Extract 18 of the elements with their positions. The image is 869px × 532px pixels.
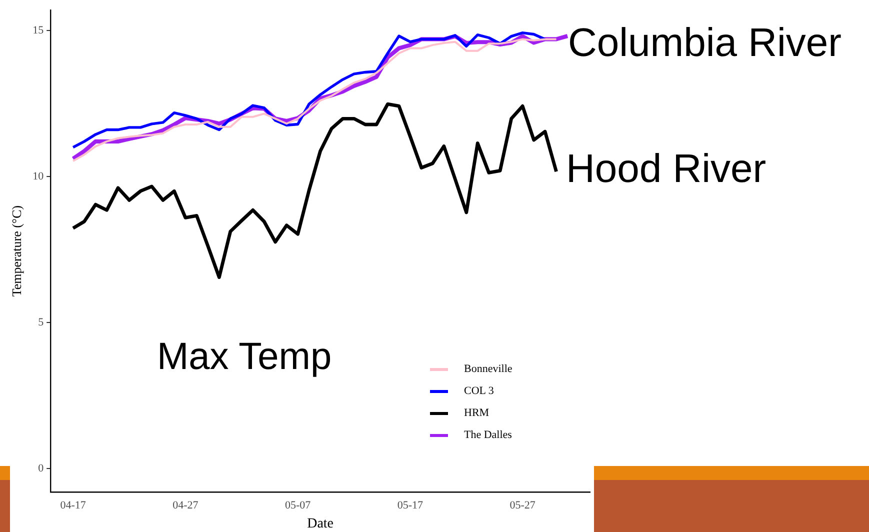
legend-label: HRM (464, 407, 490, 419)
x-tick-label: 05-17 (397, 499, 424, 512)
legend-label: COL 3 (464, 385, 494, 397)
y-tick-label: 0 (38, 462, 44, 475)
x-axis-title: Date (307, 516, 334, 532)
y-axis-title: Temperature (°C) (9, 205, 24, 297)
legend-label: Bonneville (464, 363, 512, 375)
x-tick-label: 05-07 (284, 499, 312, 512)
y-tick-label: 10 (32, 170, 44, 182)
legend-label: The Dalles (464, 429, 512, 441)
y-tick-label: 5 (38, 316, 44, 328)
y-tick-label: 15 (32, 24, 44, 36)
x-tick-label: 05-27 (510, 499, 536, 512)
annotation: Hood River (566, 146, 766, 192)
x-tick-label: 04-27 (172, 499, 199, 512)
x-tick-label: 04-17 (60, 499, 86, 512)
annotation: Columbia River (568, 20, 842, 66)
annotation: Max Temp (157, 336, 332, 380)
